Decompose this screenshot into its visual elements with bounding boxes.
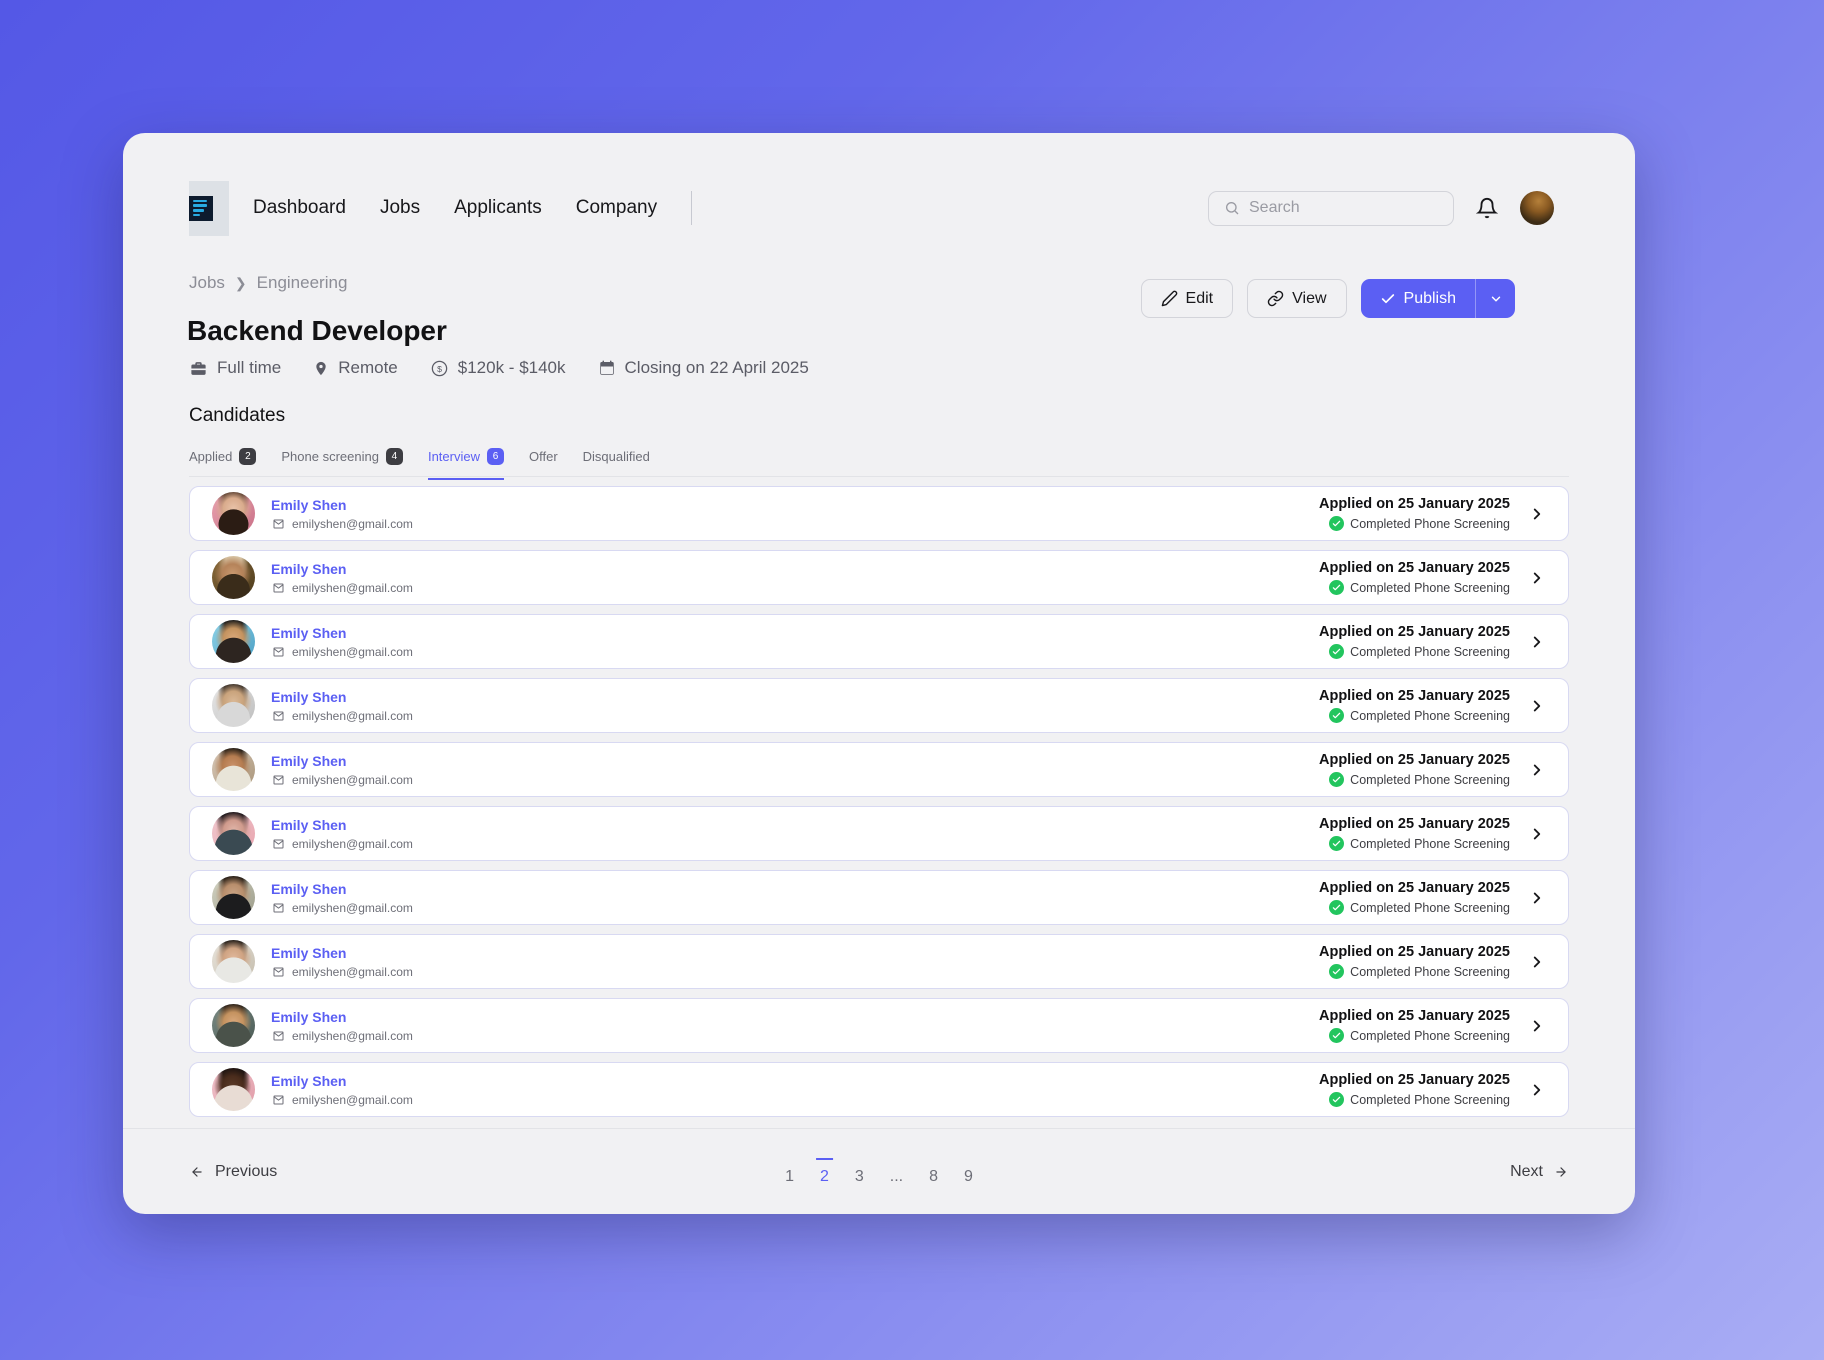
svg-text:$: $ bbox=[437, 364, 442, 374]
